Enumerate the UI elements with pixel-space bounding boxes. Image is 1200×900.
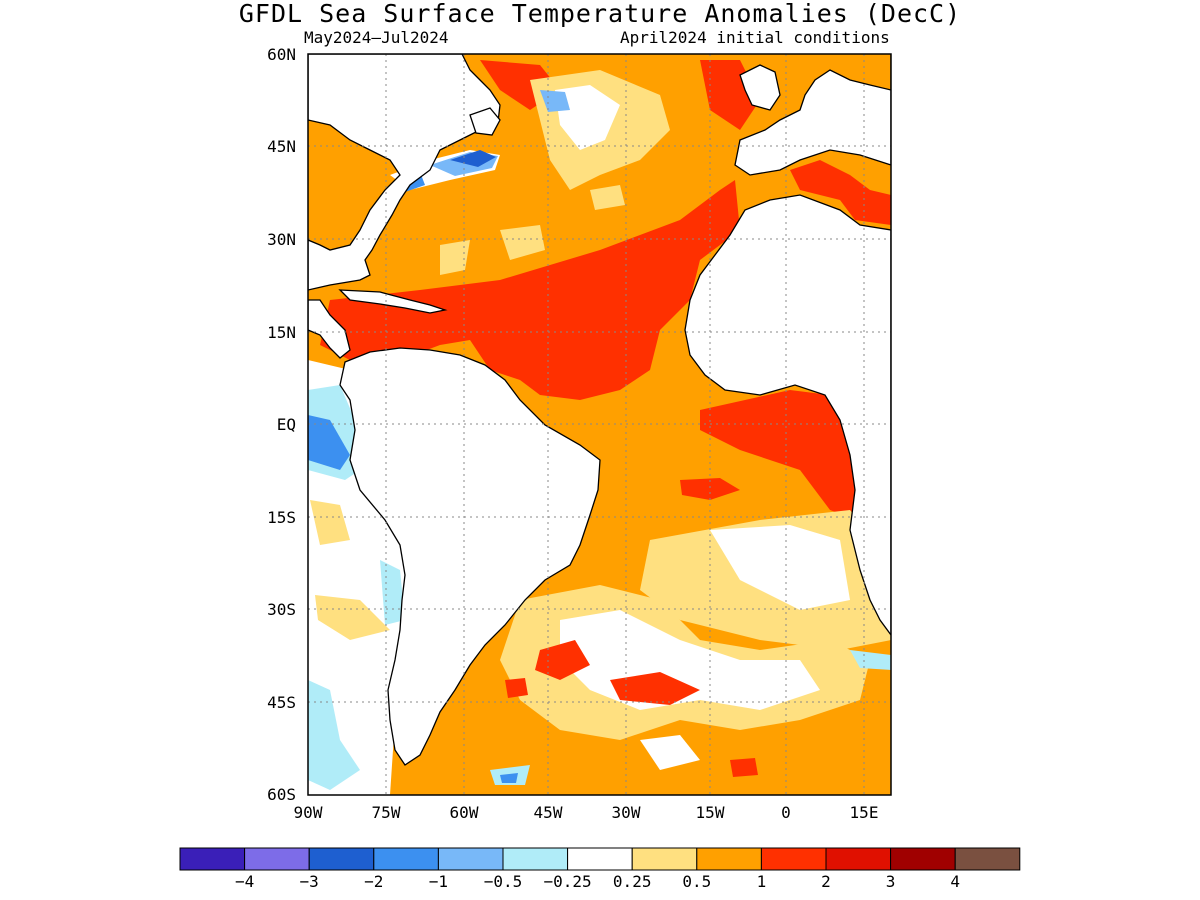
map-gridlines	[308, 54, 891, 795]
north-america-land	[308, 54, 501, 291]
sst-anomaly-field	[308, 54, 891, 795]
africa-land	[684, 194, 891, 637]
pacific-cool-patch-2	[308, 680, 360, 790]
lat-label-eq: EQ	[276, 415, 296, 434]
south-warm-spot-2	[610, 672, 700, 705]
colorbar-swatch	[179, 847, 246, 871]
subtropic-light-patch-2	[500, 225, 545, 260]
british-isles	[739, 64, 781, 111]
lat-label-45n: 45N	[267, 137, 296, 156]
south-warm-spot-3	[505, 678, 528, 698]
colorbar-swatch	[825, 847, 892, 871]
caribbean-islands	[338, 289, 448, 314]
south-america-land	[339, 347, 601, 766]
north-neutral-region	[555, 85, 620, 150]
lon-label-0: 0	[781, 803, 791, 822]
colorbar-label: 0.5	[682, 872, 712, 891]
subtropic-light-patch-3	[590, 185, 625, 210]
lat-label-30n: 30N	[267, 230, 296, 249]
colorbar-swatch	[502, 847, 569, 871]
lon-label-15w: 15W	[695, 803, 725, 822]
colorbar-label: −3	[299, 872, 319, 891]
colorbar-label: −0.25	[543, 872, 592, 891]
europe-land	[734, 54, 891, 176]
pacific-warm-patch-2	[315, 595, 390, 640]
pacific-cold-core	[308, 415, 350, 470]
colorbar-swatch	[760, 847, 827, 871]
colorbar-swatch	[567, 847, 633, 871]
colorbar-swatch	[696, 847, 762, 871]
colorbar-swatch	[373, 847, 439, 871]
lon-label-15e: 15E	[849, 803, 879, 822]
southeast-cool-spot	[850, 650, 891, 670]
south-neutral-band	[710, 525, 850, 610]
subtropic-light-patch	[440, 240, 470, 275]
colorbar-swatch	[954, 847, 1021, 871]
south-warm-spot-4	[730, 758, 758, 777]
colorbar-label: 4	[950, 872, 960, 891]
colorbar-label: 0.25	[612, 872, 652, 891]
colorbar-swatch	[890, 847, 956, 871]
lon-label-75w: 75W	[371, 803, 401, 822]
forecast-period: May2024–Jul2024	[304, 28, 449, 47]
lon-label-30w: 30W	[611, 803, 641, 822]
equatorial-warm-spot	[680, 478, 740, 500]
mediterranean-warm	[790, 160, 891, 225]
lat-label-45s: 45S	[267, 693, 296, 712]
lat-label-30s: 30S	[267, 600, 296, 619]
pacific-warm-patch	[310, 500, 350, 545]
lat-label-15n: 15N	[267, 323, 296, 342]
north-cool-spot	[540, 90, 570, 112]
colorbar-label: 2	[821, 872, 831, 891]
colorbar-swatch	[631, 847, 698, 871]
tropical-warm-core	[320, 180, 740, 400]
colorbar-swatch	[244, 847, 310, 871]
south-cold-spot	[500, 773, 518, 783]
colorbar-swatch	[308, 847, 375, 871]
newfoundland-land	[469, 107, 501, 136]
south-neutral-spot	[640, 735, 700, 770]
lat-label-60s: 60S	[267, 785, 296, 804]
lon-label-90w: 90W	[293, 803, 323, 822]
map-title: GFDL Sea Surface Temperature Anomalies (…	[238, 0, 962, 28]
lon-label-60w: 60W	[449, 803, 479, 822]
map-frame	[307, 53, 892, 796]
colorbar-label: 3	[885, 872, 896, 891]
colorbar-label: −1	[428, 872, 449, 891]
colorbar-label: −4	[234, 872, 255, 891]
guinea-warm-core	[700, 390, 858, 520]
south-warm-spot-1	[535, 640, 590, 680]
colorbar-label: −0.5	[483, 872, 523, 891]
colorbar	[179, 847, 1021, 871]
newfoundland-cold-core	[450, 150, 496, 167]
initial-conditions: April2024 initial conditions	[620, 28, 890, 47]
lon-label-45w: 45W	[533, 803, 563, 822]
lat-label-60n: 60N	[267, 45, 296, 64]
colorbar-swatch	[437, 847, 504, 871]
lat-label-15s: 15S	[267, 508, 296, 527]
colorbar-label: −2	[364, 872, 384, 891]
colorbar-label: 1	[756, 872, 767, 891]
